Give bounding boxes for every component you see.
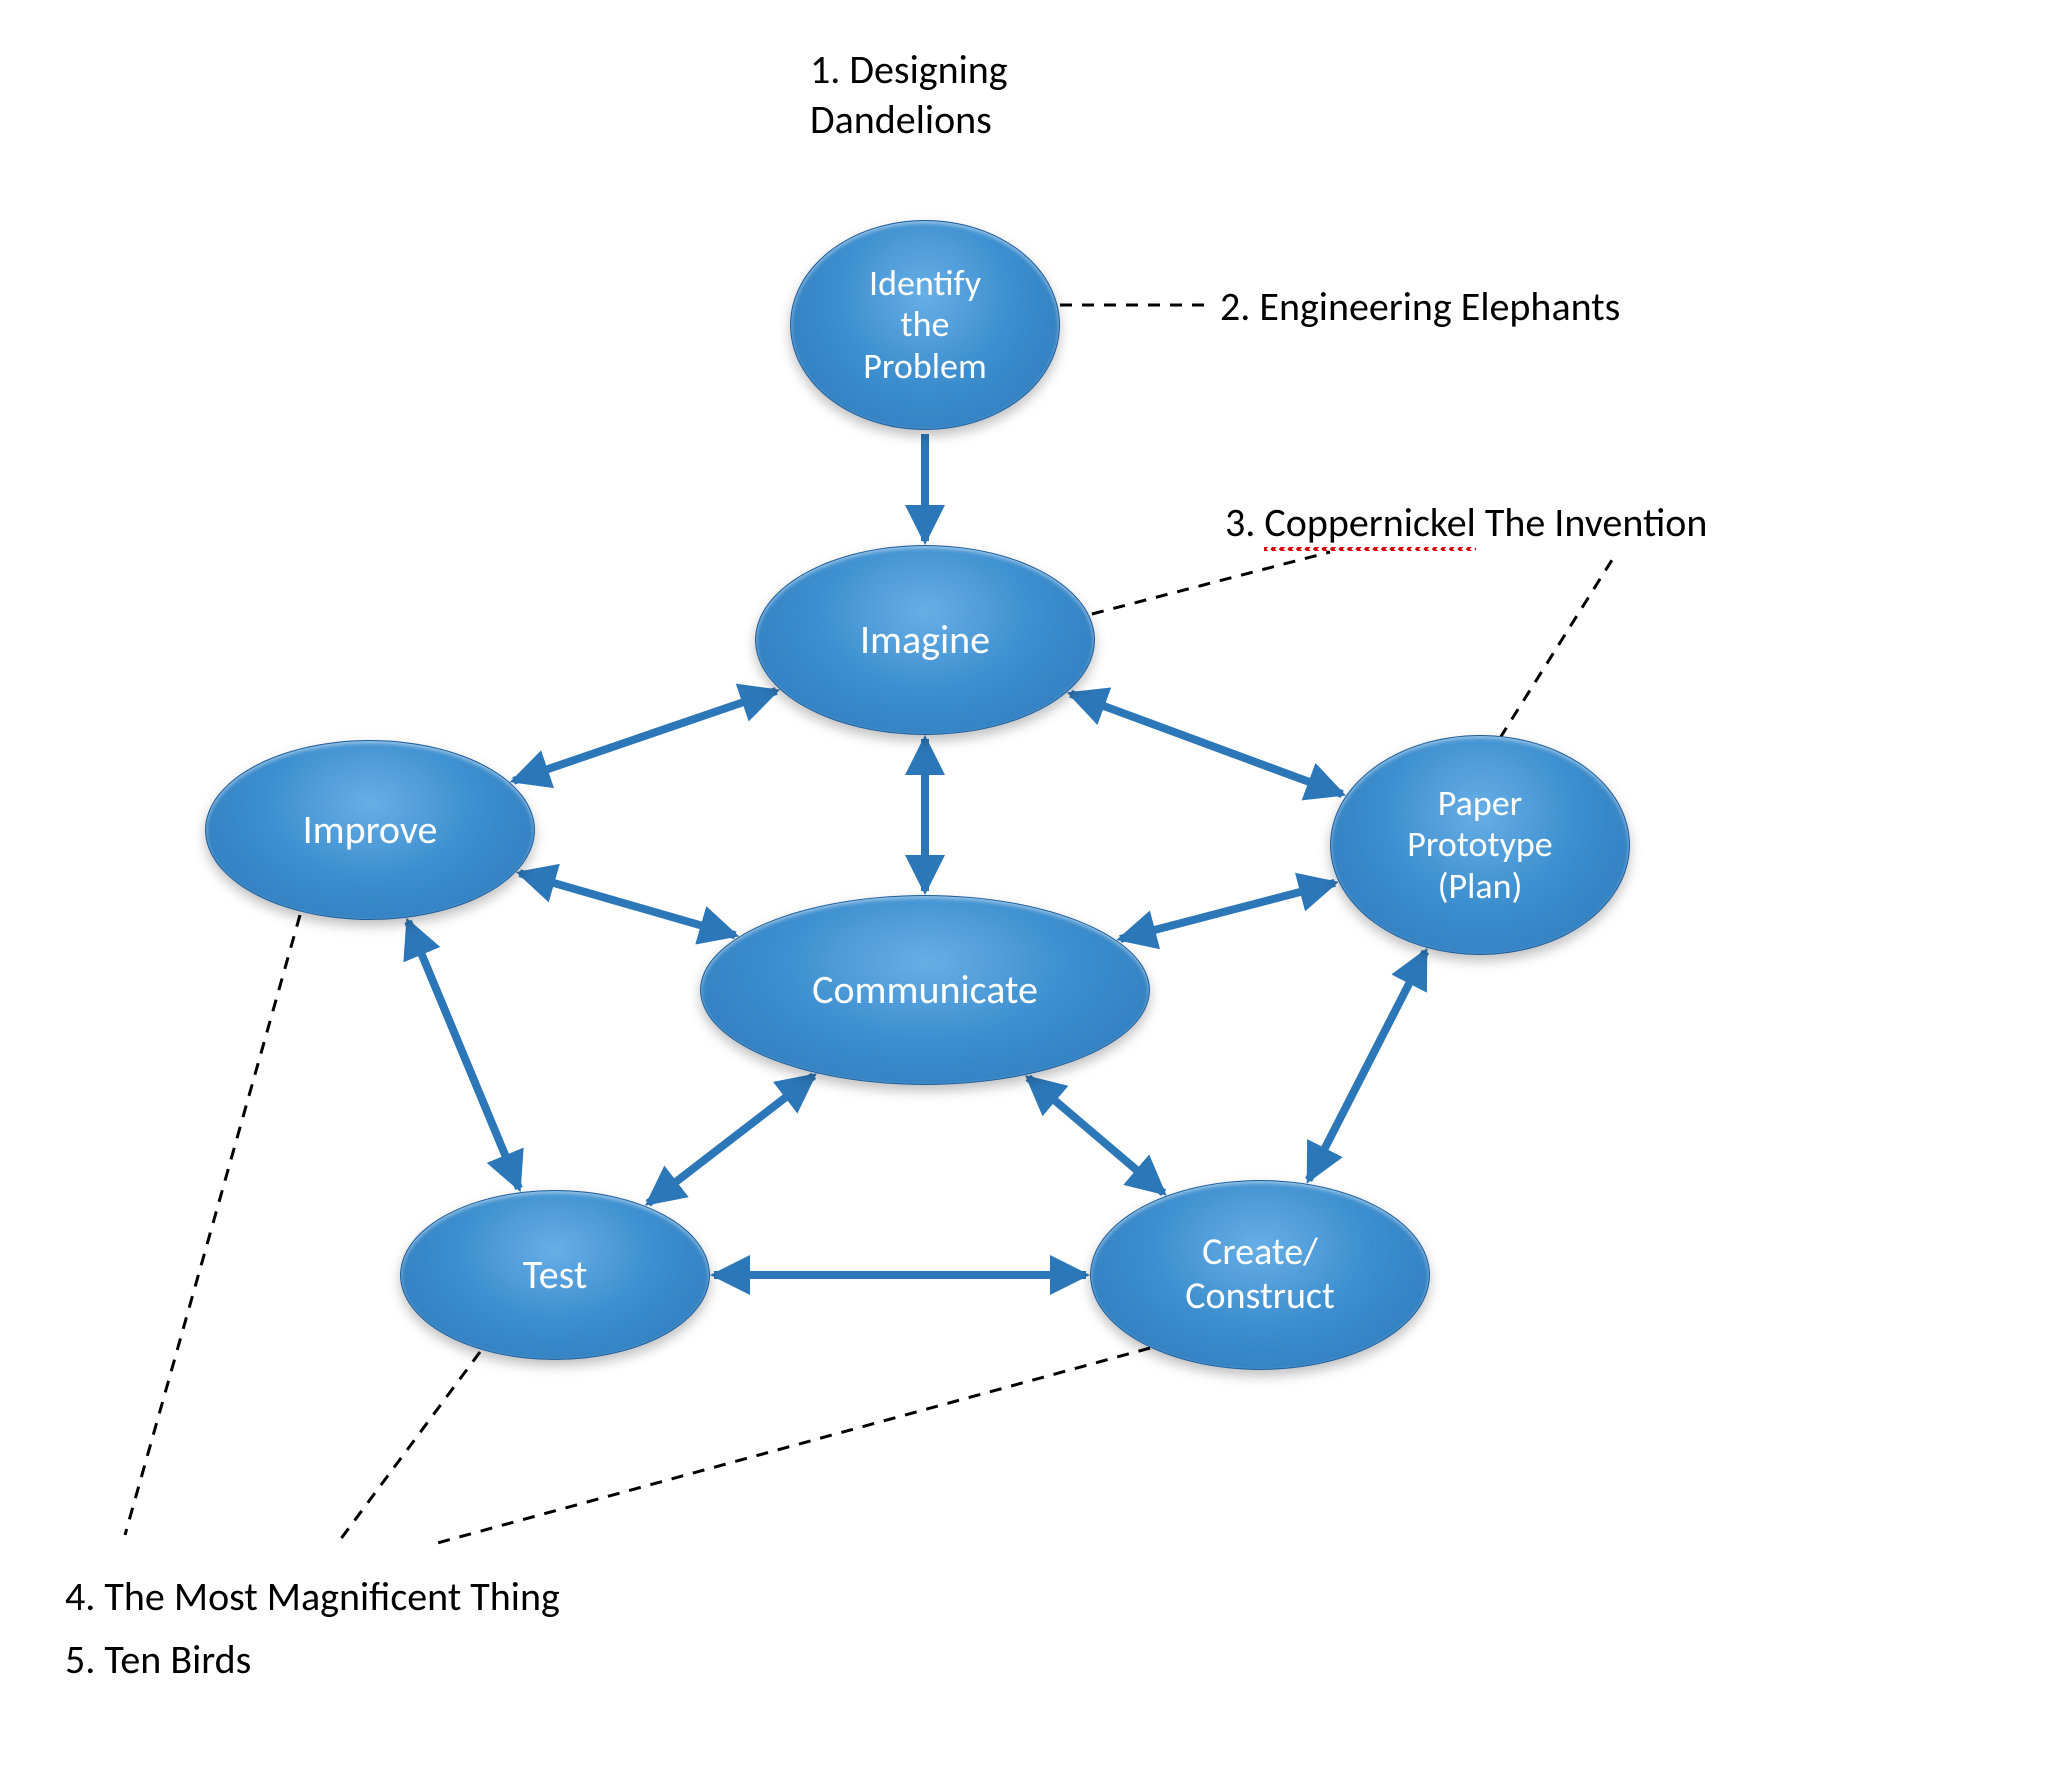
arrow	[1071, 694, 1343, 794]
annotation-4-most-magnificent-thing: 4. The Most Magnificent Thing	[65, 1572, 560, 1622]
dashed-connector	[340, 1352, 480, 1540]
node-imagine: Imagine	[755, 545, 1095, 735]
annotation-line: 3. Coppernickel The Invention	[1225, 498, 1707, 548]
diagram-stage: Identify the Problem Imagine Improve Pap…	[0, 0, 2063, 1765]
node-label: Communicate	[812, 967, 1038, 1013]
arrow	[520, 873, 736, 935]
dashed-connector	[430, 1348, 1150, 1545]
spellcheck-squiggle: Coppernickel	[1264, 498, 1475, 548]
annotation-line: Dandelions	[810, 95, 1008, 145]
node-identify-problem: Identify the Problem	[790, 220, 1060, 430]
arrow	[408, 921, 519, 1188]
dashed-connector	[1092, 552, 1330, 614]
annotation-line: 2. Engineering Elephants	[1220, 282, 1620, 332]
annotation-3-coppernickel-invention: 3. Coppernickel The Invention	[1225, 498, 1707, 548]
annotation-1-designing-dandelions: 1. DesigningDandelions	[810, 45, 1008, 145]
dashed-connector	[125, 915, 300, 1535]
dashed-connector	[1500, 560, 1612, 738]
arrow	[648, 1076, 814, 1204]
node-create-construct: Create/ Construct	[1090, 1180, 1430, 1370]
arrow	[1028, 1078, 1164, 1193]
annotation-line: 5. Ten Birds	[65, 1635, 251, 1685]
annotation-line: 1. Designing	[810, 45, 1008, 95]
annotation-2-engineering-elephants: 2. Engineering Elephants	[1220, 282, 1620, 332]
node-improve: Improve	[205, 740, 535, 920]
node-label: Create/ Construct	[1185, 1231, 1334, 1318]
annotation-5-ten-birds: 5. Ten Birds	[65, 1635, 251, 1685]
node-label: Test	[523, 1252, 587, 1298]
node-label: Improve	[303, 807, 438, 853]
node-label: Identify the Problem	[863, 263, 986, 387]
node-label: Imagine	[860, 617, 990, 663]
node-paper-prototype: Paper Prototype (Plan)	[1330, 735, 1630, 955]
node-label: Paper Prototype (Plan)	[1407, 783, 1552, 907]
node-communicate: Communicate	[700, 895, 1150, 1085]
node-test: Test	[400, 1190, 710, 1360]
arrow	[1309, 952, 1426, 1181]
arrow	[514, 691, 777, 781]
annotation-line: 4. The Most Magnificent Thing	[65, 1572, 560, 1622]
arrow	[1120, 883, 1335, 939]
